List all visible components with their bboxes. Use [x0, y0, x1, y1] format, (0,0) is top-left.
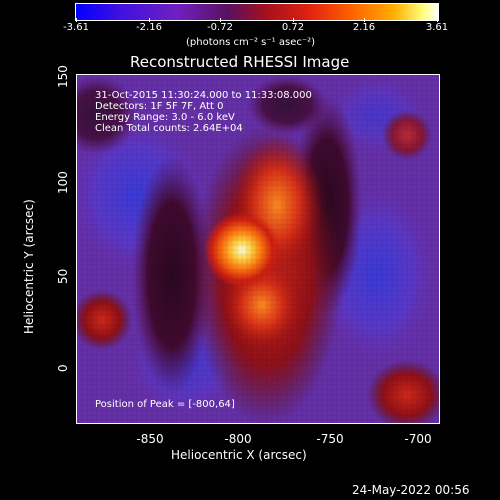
rhessi-image [77, 75, 439, 423]
energy-range-annotation: Energy Range: 3.0 - 6.0 keV [95, 112, 235, 123]
colorbar-tick: -0.72 [207, 22, 233, 33]
x-axis-label: Heliocentric X (arcsec) [171, 448, 307, 462]
colorbar-tick: 3.61 [425, 22, 449, 33]
y-tick-label: 0 [56, 364, 70, 372]
footer-timestamp: 24-May-2022 00:56 [352, 483, 470, 497]
y-axis-label: Heliocentric Y (arcsec) [22, 199, 36, 334]
colorbar [75, 3, 439, 21]
colorbar-tick: 2.16 [352, 22, 376, 33]
colorbar-tickmark [437, 18, 438, 22]
colorbar-units: (photons cm⁻² s⁻¹ asec⁻²) [186, 37, 316, 48]
x-tick-label: -750 [316, 432, 344, 446]
colorbar-tick: 0.72 [281, 22, 305, 33]
peak-position-annotation: Position of Peak = [-800,64] [95, 399, 235, 410]
colorbar-tick: -2.16 [136, 22, 162, 33]
y-tick-label: 100 [56, 171, 70, 194]
y-tick-label: 150 [56, 65, 70, 88]
detectors-annotation: Detectors: 1F 5F 7F, Att 0 [95, 101, 224, 112]
x-tick-label: -700 [404, 432, 432, 446]
time-range-annotation: 31-Oct-2015 11:30:24.000 to 11:33:08.000 [95, 90, 312, 101]
x-tick-label: -800 [224, 432, 252, 446]
y-tick-label: 50 [56, 268, 70, 284]
colorbar-tick: -3.61 [63, 22, 89, 33]
colorbar-tickmark [220, 18, 221, 22]
colorbar-tickmark [293, 18, 294, 22]
colorbar-tickmark [149, 18, 150, 22]
clean-counts-annotation: Clean Total counts: 2.64E+04 [95, 123, 243, 134]
colorbar-tickmark [76, 18, 77, 22]
x-tick-label: -850 [136, 432, 164, 446]
plot-title: Reconstructed RHESSI Image [130, 53, 350, 71]
plot-area [76, 74, 440, 424]
colorbar-tickmark [364, 18, 365, 22]
